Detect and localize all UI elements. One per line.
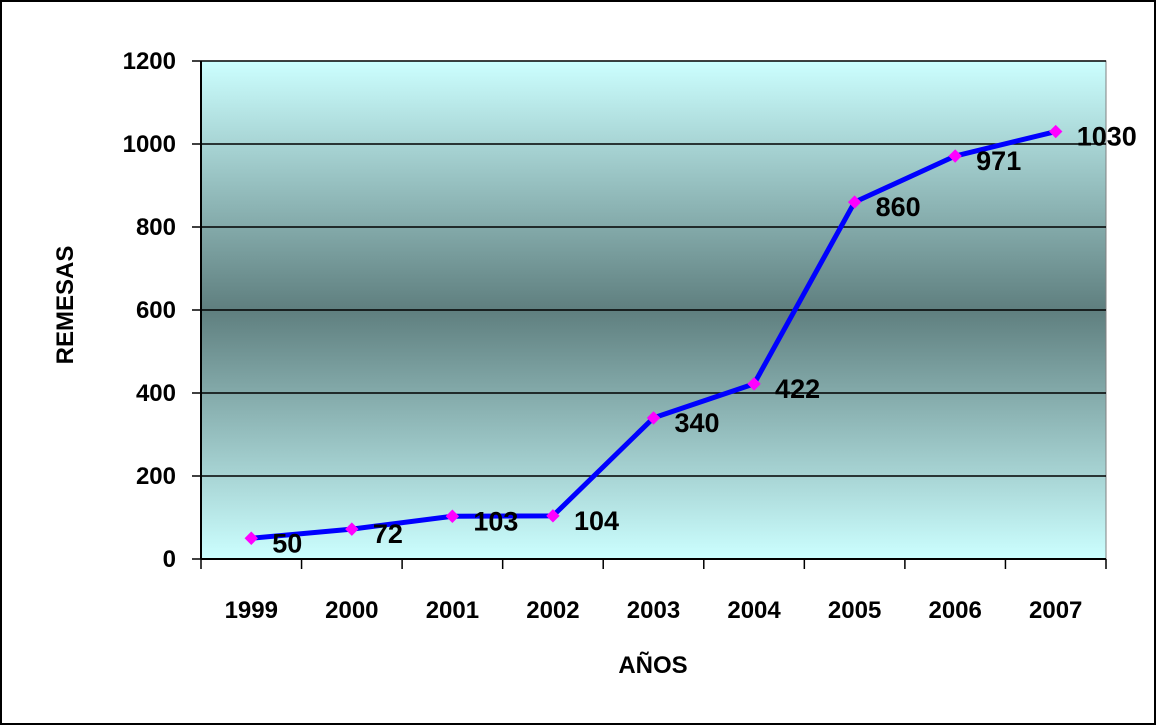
y-axis-title: REMESAS	[52, 246, 79, 365]
y-tick-label: 1200	[123, 48, 176, 75]
data-label: 860	[876, 192, 921, 222]
x-tick-label: 2000	[325, 597, 378, 624]
data-label: 1030	[1077, 122, 1137, 152]
x-tick-label: 2002	[526, 597, 579, 624]
data-labels: 50 72 103 104 340 422 860 971 1030	[272, 122, 1137, 559]
data-point	[948, 149, 962, 163]
data-point	[244, 531, 258, 545]
data-label: 422	[775, 374, 820, 404]
y-tick-labels: 0 200 400 600 800 1000 1200	[123, 48, 176, 573]
data-label: 104	[574, 506, 619, 536]
data-point	[747, 377, 761, 391]
x-tick-label: 2007	[1029, 597, 1082, 624]
data-point	[546, 509, 560, 523]
y-tick-label: 600	[136, 297, 176, 324]
x-axis-title: AÑOS	[618, 651, 687, 679]
data-point	[646, 411, 661, 425]
data-point	[847, 195, 862, 209]
y-tick-label: 0	[163, 546, 176, 573]
x-tick-label: 2006	[928, 597, 981, 624]
x-tick-label: 2005	[828, 597, 881, 624]
y-tick-label: 200	[136, 463, 176, 490]
data-label: 50	[272, 528, 302, 558]
y-tick-label: 400	[136, 380, 176, 407]
axes	[200, 61, 1106, 560]
data-label: 340	[675, 408, 720, 438]
data-point	[445, 509, 460, 523]
data-point	[345, 522, 359, 536]
y-tick-label: 1000	[123, 131, 176, 158]
data-point	[1049, 124, 1063, 139]
gridlines	[192, 60, 1107, 569]
x-tick-label: 2001	[426, 597, 479, 624]
markers	[244, 124, 1063, 545]
data-label: 971	[976, 146, 1021, 176]
x-tick-label: 2004	[727, 597, 781, 624]
data-label: 72	[373, 519, 403, 549]
x-tick-label: 1999	[225, 597, 278, 624]
x-tick-labels: 1999 2000 2001 2002 2003 2004 2005 2006 2007	[225, 597, 1083, 624]
data-label: 103	[473, 506, 518, 536]
x-tick-label: 2003	[627, 597, 680, 624]
y-tick-label: 800	[136, 214, 176, 241]
